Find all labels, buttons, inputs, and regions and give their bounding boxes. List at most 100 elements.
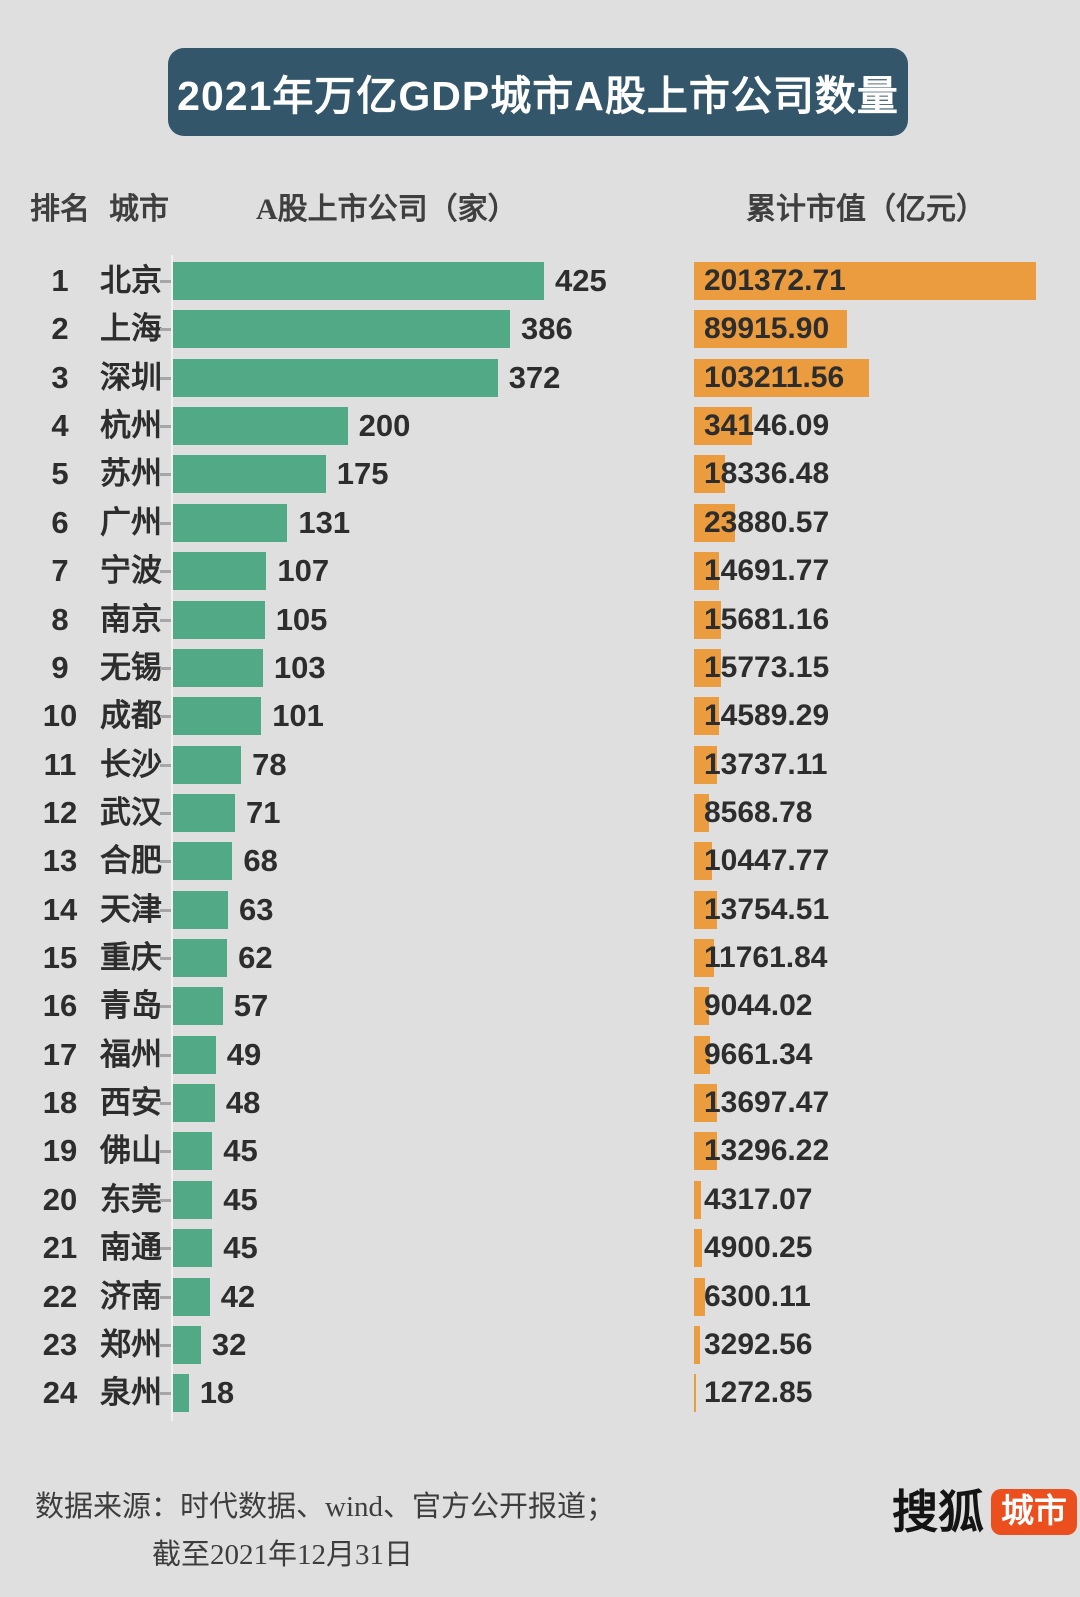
- companies-bar: [173, 1084, 215, 1123]
- rank-label: 20: [42, 1181, 78, 1217]
- market-value-label: 9661.34: [704, 1037, 813, 1071]
- rank-label: 11: [43, 746, 77, 782]
- companies-value: 71: [246, 794, 281, 830]
- rank-label: 19: [42, 1133, 78, 1169]
- rank-label: 8: [51, 601, 69, 637]
- city-label: 杭州: [100, 408, 162, 444]
- companies-value: 78: [252, 746, 287, 782]
- companies-value: 63: [239, 891, 274, 927]
- companies-value: 103: [273, 649, 326, 685]
- table-row: 1 北京 425 201372.71: [0, 257, 1080, 305]
- companies-value: 45: [223, 1230, 258, 1266]
- companies-value: 45: [223, 1181, 258, 1217]
- rank-label: 15: [42, 940, 78, 976]
- table-row: 10 成都 101 14589.29: [0, 692, 1080, 740]
- table-row: 13 合肥 68 10447.77: [0, 837, 1080, 885]
- column-header-market-value: 累计市值（亿元）: [746, 193, 986, 226]
- market-value-label: 23880.57: [704, 505, 830, 539]
- city-label: 广州: [100, 504, 162, 540]
- market-value-label: 13296.22: [704, 1134, 830, 1168]
- market-value-bar: [694, 648, 721, 687]
- rank-label: 14: [42, 891, 78, 927]
- market-value-bar: [694, 1084, 718, 1123]
- table-row: 12 武汉 71 8568.78: [0, 789, 1080, 837]
- axis-tick: [160, 425, 171, 429]
- rank-label: 4: [51, 408, 69, 444]
- companies-bar: [173, 1035, 216, 1074]
- market-value-bar: [694, 939, 714, 978]
- city-label: 佛山: [100, 1133, 162, 1169]
- table-row: 16 青岛 57 9044.02: [0, 982, 1080, 1030]
- table-row: 9 无锡 103 15773.15: [0, 644, 1080, 692]
- city-label: 重庆: [100, 940, 162, 976]
- market-value-bar: [694, 793, 709, 832]
- companies-bar: [173, 358, 498, 397]
- city-label: 郑州: [100, 1326, 162, 1362]
- table-row: 22 济南 42 6300.11: [0, 1273, 1080, 1321]
- companies-value: 175: [336, 456, 389, 492]
- axis-tick: [160, 376, 171, 380]
- companies-value: 32: [211, 1326, 247, 1362]
- data-source-line1: 数据来源：时代数据、wind、官方公开报道；: [35, 1491, 616, 1523]
- rank-label: 7: [51, 553, 69, 589]
- page-title: 2021年万亿GDP城市A股上市公司数量: [177, 73, 899, 119]
- companies-bar: [173, 310, 510, 349]
- market-value-bar: [694, 987, 710, 1026]
- city-label: 宁波: [100, 553, 162, 589]
- axis-tick: [160, 1102, 171, 1106]
- column-header-rank: 排名: [30, 193, 90, 226]
- companies-bar: [173, 745, 242, 784]
- axis-tick: [160, 280, 171, 283]
- market-value-bar: [694, 1277, 705, 1316]
- companies-bar: [173, 939, 228, 978]
- sohu-logo-text: 搜狐: [892, 1486, 984, 1538]
- table-row: 8 南京 105 15681.16: [0, 596, 1080, 644]
- market-value-label: 6300.11: [704, 1279, 811, 1313]
- table-row: 2 上海 386 89915.90: [0, 305, 1080, 353]
- table-row: 7 宁波 107 14691.77: [0, 547, 1080, 595]
- market-value-label: 8568.78: [704, 795, 813, 829]
- axis-tick: [160, 860, 171, 864]
- city-label: 北京: [100, 263, 162, 298]
- companies-bar: [173, 407, 348, 446]
- rank-label: 22: [42, 1278, 78, 1314]
- companies-value: 49: [226, 1036, 262, 1072]
- axis-tick: [160, 1343, 171, 1347]
- companies-bar: [173, 1277, 210, 1316]
- rank-label: 13: [42, 843, 78, 879]
- companies-value: 42: [220, 1278, 256, 1314]
- companies-value: 18: [199, 1375, 235, 1411]
- market-value-bar: [694, 1325, 700, 1364]
- rank-label: 10: [42, 698, 78, 734]
- city-label: 武汉: [100, 794, 162, 830]
- city-label: 福州: [100, 1036, 162, 1072]
- market-value-label: 9044.02: [704, 989, 813, 1023]
- city-label: 成都: [100, 698, 162, 734]
- market-value-label: 34146.09: [704, 409, 830, 443]
- rank-label: 21: [42, 1230, 78, 1266]
- data-source-line2: 截至2021年12月31日: [152, 1539, 414, 1571]
- axis-tick: [160, 908, 171, 912]
- sohu-logo-badge: 城市: [991, 1489, 1077, 1535]
- market-value-bar: [694, 1132, 717, 1171]
- companies-value: 107: [277, 553, 330, 589]
- market-value-bar: [694, 1180, 702, 1219]
- axis-tick: [160, 521, 171, 525]
- axis-tick: [160, 1295, 171, 1299]
- axis-tick: [160, 957, 171, 961]
- column-header-city: 城市: [109, 193, 169, 226]
- table-row: 24 泉州 18 1272.85: [0, 1369, 1080, 1417]
- table-row: 5 苏州 175 18336.48: [0, 450, 1080, 498]
- table-row: 11 长沙 78 13737.11: [0, 741, 1080, 789]
- companies-bar: [173, 890, 228, 929]
- companies-value: 45: [223, 1133, 258, 1169]
- companies-value: 101: [272, 698, 324, 734]
- city-label: 深圳: [100, 359, 162, 395]
- market-value-label: 15773.15: [704, 650, 830, 684]
- city-label: 泉州: [100, 1375, 162, 1411]
- market-value-label: 13697.47: [704, 1086, 830, 1120]
- table-row: 20 东莞 45 4317.07: [0, 1176, 1080, 1224]
- companies-bar: [173, 842, 233, 881]
- rank-label: 16: [42, 988, 78, 1024]
- market-value-bar: [694, 842, 712, 881]
